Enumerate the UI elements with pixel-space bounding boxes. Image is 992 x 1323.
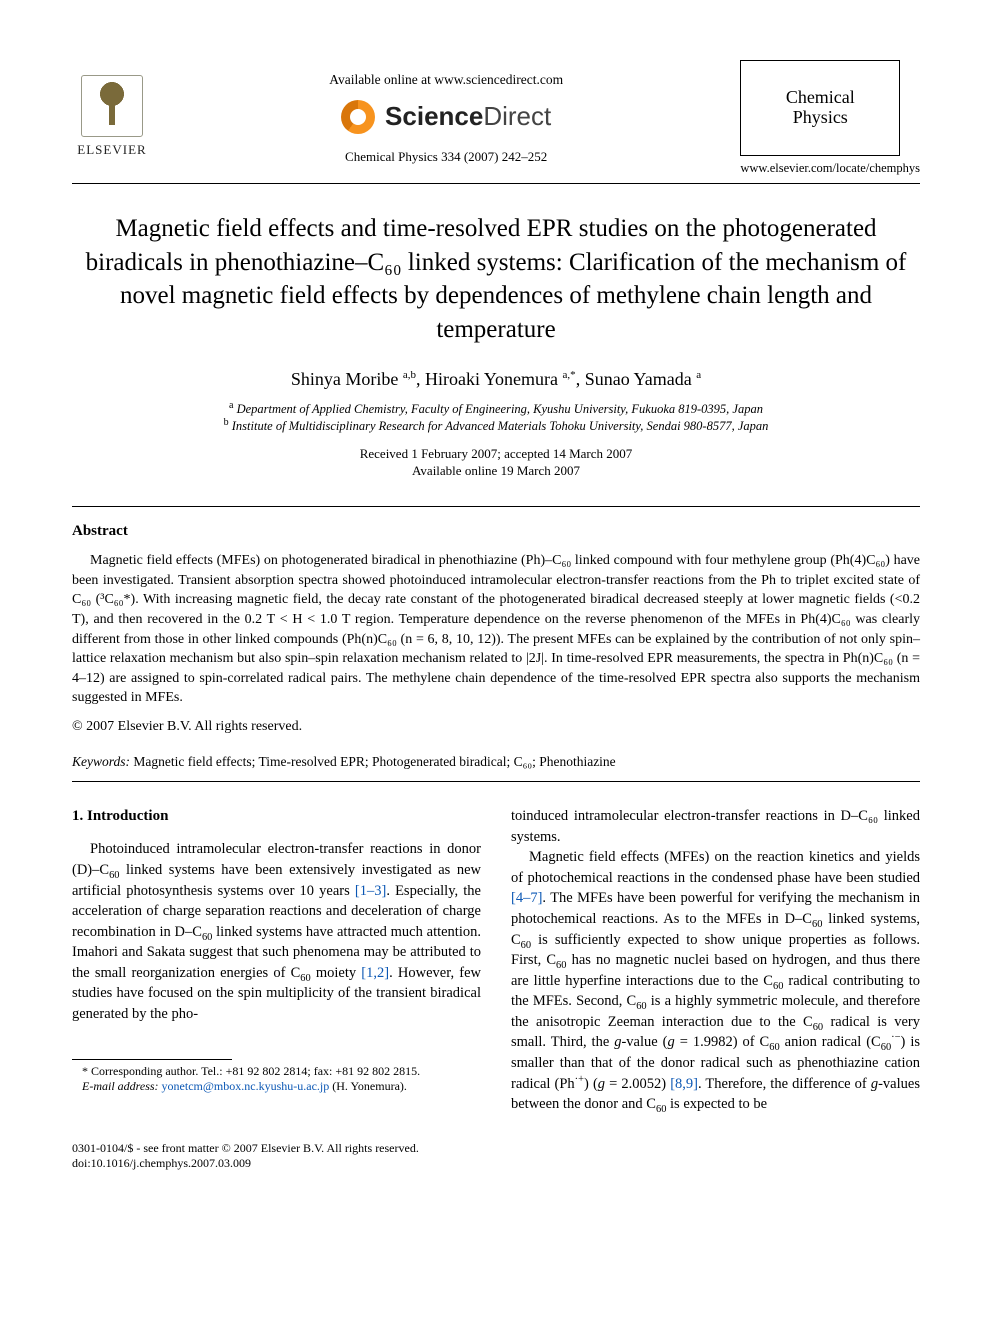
authors-line: Shinya Moribe a,b, Hiroaki Yonemura a,*,… [72, 367, 920, 391]
footnote-rule [72, 1059, 232, 1060]
dates-block: Received 1 February 2007; accepted 14 Ma… [72, 445, 920, 480]
keywords-line: Keywords: Magnetic field effects; Time-r… [72, 753, 920, 771]
center-header: Available online at www.sciencedirect.co… [152, 71, 740, 166]
abstract-copyright: © 2007 Elsevier B.V. All rights reserved… [72, 718, 920, 737]
footnote-line1: * Corresponding author. Tel.: +81 92 802… [72, 1064, 481, 1080]
affiliation-b-text: Institute of Multidisciplinary Research … [232, 419, 769, 433]
right-column: toinduced intramolecular electron-transf… [511, 806, 920, 1115]
sciencedirect-swirl-icon [341, 100, 375, 134]
available-online-line: Available online at www.sciencedirect.co… [152, 71, 740, 89]
footnote-email[interactable]: yonetcm@mbox.nc.kyushu-u.ac.jp [162, 1079, 330, 1093]
left-column: 1. Introduction Photoinduced intramolecu… [72, 806, 481, 1115]
sd-brand-left: Science [385, 101, 483, 131]
footer-line1: 0301-0104/$ - see front matter © 2007 El… [72, 1141, 920, 1157]
elsevier-label: ELSEVIER [77, 141, 146, 159]
abstract-text: Magnetic field effects (MFEs) on photoge… [72, 551, 920, 708]
dates-line1: Received 1 February 2007; accepted 14 Ma… [72, 445, 920, 463]
journal-name-line2: Physics [793, 108, 848, 128]
page-footer: 0301-0104/$ - see front matter © 2007 El… [72, 1141, 920, 1172]
sciencedirect-wordmark: ScienceDirect [385, 99, 551, 134]
journal-name-line1: Chemical [786, 88, 855, 108]
journal-box: Chemical Physics [740, 60, 900, 156]
ref-link[interactable]: [4–7] [511, 890, 542, 906]
abstract-body: Magnetic field effects (MFEs) on photoge… [72, 551, 920, 708]
journal-url[interactable]: www.elsevier.com/locate/chemphys [740, 160, 920, 177]
intro-right-top: toinduced intramolecular electron-transf… [511, 806, 920, 847]
corresponding-footnote: * Corresponding author. Tel.: +81 92 802… [72, 1064, 481, 1095]
abstract-top-rule [72, 506, 920, 507]
abstract-heading: Abstract [72, 521, 920, 541]
ref-link[interactable]: [8,9] [670, 1076, 698, 1092]
journal-citation: Chemical Physics 334 (2007) 242–252 [152, 148, 740, 166]
elsevier-logo: ELSEVIER [72, 75, 152, 161]
ref-link[interactable]: [1–3] [355, 883, 386, 899]
footnote-tail: (H. Yonemura). [332, 1079, 407, 1093]
affiliation-b: b Institute of Multidisciplinary Researc… [72, 418, 920, 435]
dates-line2: Available online 19 March 2007 [72, 462, 920, 480]
affiliation-a-text: Department of Applied Chemistry, Faculty… [237, 402, 763, 416]
elsevier-tree-icon [81, 75, 143, 137]
affiliation-a: a Department of Applied Chemistry, Facul… [72, 401, 920, 418]
abstract-bottom-rule [72, 781, 920, 782]
footer-line2: doi:10.1016/j.chemphys.2007.03.009 [72, 1156, 920, 1172]
sd-brand-right: Direct [483, 101, 551, 131]
keywords-text: Magnetic field effects; Time-resolved EP… [133, 754, 615, 769]
body-columns: 1. Introduction Photoinduced intramolecu… [72, 806, 920, 1115]
header-rule [72, 183, 920, 184]
intro-left-para: Photoinduced intramolecular electron-tra… [72, 839, 481, 1024]
intro-heading: 1. Introduction [72, 806, 481, 827]
header-bar: ELSEVIER Available online at www.science… [72, 60, 920, 177]
journal-box-wrap: Chemical Physics www.elsevier.com/locate… [740, 60, 920, 177]
paper-title: Magnetic field effects and time-resolved… [72, 212, 920, 347]
paper-page: ELSEVIER Available online at www.science… [0, 0, 992, 1212]
affiliations: a Department of Applied Chemistry, Facul… [72, 401, 920, 435]
footnote-email-label: E-mail address: [82, 1079, 159, 1093]
intro-right-para: Magnetic field effects (MFEs) on the rea… [511, 847, 920, 1115]
footnote-line2: E-mail address: yonetcm@mbox.nc.kyushu-u… [72, 1079, 481, 1095]
keywords-label: Keywords: [72, 754, 130, 769]
sciencedirect-brand: ScienceDirect [152, 99, 740, 134]
ref-link[interactable]: [1,2] [361, 965, 389, 981]
